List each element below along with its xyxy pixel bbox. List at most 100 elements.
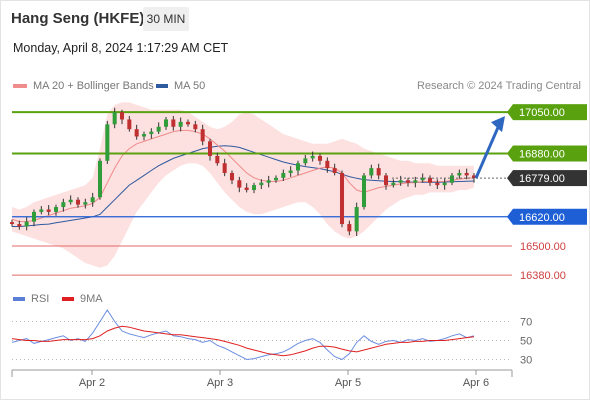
candle-body: [266, 180, 271, 183]
candle-body: [295, 163, 301, 171]
candle-body: [207, 141, 213, 156]
candle-body: [229, 172, 235, 181]
level-label-3: 16500.00: [520, 241, 566, 253]
bollinger-band-area: [12, 102, 474, 268]
candle-body: [442, 182, 447, 186]
legend-rsi-swatch: [13, 297, 25, 302]
level-tag-bg-1: [513, 145, 587, 162]
candle-body: [215, 155, 220, 164]
candle-body: [251, 185, 257, 190]
candle-body: [435, 182, 440, 186]
candle-body: [317, 155, 323, 161]
candle-body: [413, 180, 418, 183]
candle-body: [457, 172, 462, 176]
candle-body: [185, 121, 191, 125]
legend-rsi-label: RSI: [31, 293, 50, 305]
instrument-title: Hang Seng (HKFE): [11, 10, 145, 27]
candle-body: [244, 187, 249, 190]
candle-body: [90, 197, 95, 203]
candle-body: [369, 168, 374, 176]
candle-body: [310, 155, 315, 159]
candle-body: [464, 172, 469, 176]
legend-9ma: 9MA: [62, 293, 103, 305]
candle-body: [427, 177, 433, 183]
level-label-4: 16380.00: [520, 270, 566, 282]
candle-body: [53, 207, 59, 212]
candle-body: [237, 180, 242, 188]
x-tick-label-1: Apr 3: [207, 377, 233, 389]
candle-body: [171, 119, 176, 127]
x-tick-label-2: Apr 5: [335, 377, 361, 389]
candle-body: [149, 131, 154, 135]
last-price-tag-arrow: [507, 170, 513, 187]
rsi-series-9ma: [11, 325, 475, 357]
datetime-label: Monday, April 8, 2024 1:17:29 AM CET: [13, 41, 229, 55]
candle-body: [471, 175, 477, 179]
level-tag-0: 17050.00: [507, 104, 587, 121]
candle-body: [281, 172, 286, 178]
level-tag-arrow-0: [507, 104, 513, 121]
candle-body: [9, 222, 15, 225]
candle-body: [127, 119, 132, 130]
level-tag-bg-2: [513, 208, 587, 225]
candle-body: [193, 124, 198, 130]
last-price-tag: [513, 170, 587, 187]
candle-body: [68, 199, 73, 203]
candle-body: [405, 180, 411, 183]
legend-ma20-swatch: [13, 84, 27, 89]
candle-body: [61, 202, 66, 208]
candle-body: [222, 163, 227, 173]
candle-body: [46, 209, 51, 212]
last-price-label: 16779.00: [519, 173, 565, 185]
level-tag-arrow-2: [507, 208, 513, 225]
candle-body: [332, 168, 337, 173]
candle-body: [31, 211, 37, 222]
candle-body: [119, 112, 125, 120]
ma50-line: [12, 145, 475, 227]
legend-9ma-swatch: [62, 297, 74, 302]
research-credit: Research © 2024 Trading Central: [416, 80, 581, 92]
candle-body: [376, 168, 381, 176]
candle-body: [105, 124, 110, 161]
timeframe-badge[interactable]: 30 MIN: [143, 7, 189, 31]
candle-body: [200, 129, 205, 142]
level-label-0: 17050.00: [519, 107, 565, 119]
rsi-series-rsi: [11, 309, 475, 361]
rsi-tick-30: 30: [520, 355, 532, 367]
candle-body: [361, 175, 367, 208]
candle-body: [391, 182, 396, 186]
legend-rsi: RSI: [13, 293, 49, 305]
candle-body: [83, 202, 88, 205]
candle-body: [39, 209, 44, 212]
projection-arrow: [474, 124, 501, 179]
rsi-tick-70: 70: [520, 317, 532, 329]
x-tick-label-0: Apr 2: [79, 377, 105, 389]
legend-9ma-label: 9MA: [80, 293, 103, 305]
legend-ma20-label: MA 20 + Bollinger Bands: [33, 80, 154, 92]
candle-body: [178, 121, 183, 127]
candle-body: [97, 160, 103, 198]
candle-body: [383, 175, 389, 186]
candle-body: [347, 224, 352, 232]
candle-body: [420, 177, 425, 181]
level-tag-bg-0: [513, 104, 587, 121]
legend-ma50: MA 50: [156, 80, 205, 92]
candle-body: [288, 170, 293, 173]
candle-body: [273, 177, 279, 181]
legend-ma50-label: MA 50: [174, 80, 206, 92]
candle-body: [325, 160, 330, 169]
candle-body: [398, 180, 403, 183]
legend-ma50-swatch: [156, 84, 168, 89]
candle-body: [156, 126, 161, 132]
candle-body: [303, 158, 308, 164]
candle-body: [75, 199, 81, 205]
candle-body: [449, 175, 455, 183]
candle-body: [354, 207, 359, 232]
rsi-tick-50: 50: [520, 336, 532, 348]
x-tick-label-3: Apr 6: [463, 377, 489, 389]
ma20-line: [11, 129, 475, 223]
level-tag-2: 16620.00: [507, 208, 587, 225]
level-label-1: 16880.00: [519, 149, 565, 161]
projection-arrow-head: [491, 116, 505, 133]
